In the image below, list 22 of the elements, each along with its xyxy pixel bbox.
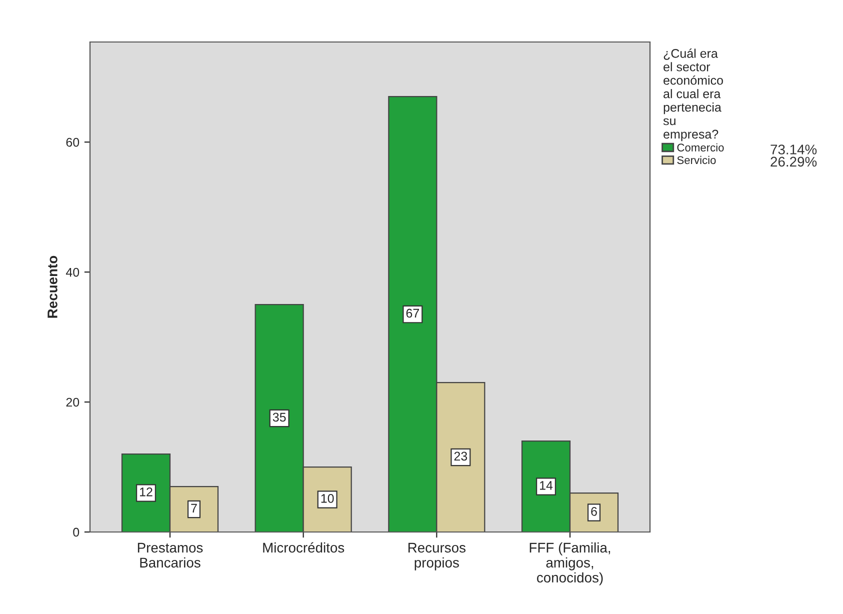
data-label: 14 <box>540 481 553 490</box>
legend-label: Comercio <box>677 143 724 152</box>
y-tick-label: 40 <box>66 268 80 277</box>
y-tick-label: 0 <box>73 528 80 537</box>
text: 73.14% <box>770 144 817 154</box>
data-label: 35 <box>272 412 286 422</box>
data-label: 67 <box>406 308 419 318</box>
x-tick-label: Microcréditos <box>263 542 344 553</box>
legend-title: ¿Cuál era el sector económico al cual era pertenecia su empresa? <box>663 48 723 142</box>
y-tick-label: 20 <box>66 398 80 407</box>
data-label: 7 <box>191 504 197 512</box>
legend-label: Servicio <box>677 156 716 164</box>
y-tick-label: 60 <box>66 138 80 147</box>
data-label: 23 <box>454 452 468 461</box>
x-tick-label: FFF (Familia, amigos, conocidos) <box>530 542 610 586</box>
data-label: 12 <box>140 488 152 496</box>
data-label: 10 <box>321 494 334 503</box>
x-tick-label: Recursos propios <box>408 542 466 570</box>
x-tick-label: Prestamos Bancarios <box>138 542 203 568</box>
text: 26.29% <box>770 156 817 167</box>
data-label: 6 <box>591 507 597 516</box>
y-axis-title: Recuento <box>48 256 58 318</box>
